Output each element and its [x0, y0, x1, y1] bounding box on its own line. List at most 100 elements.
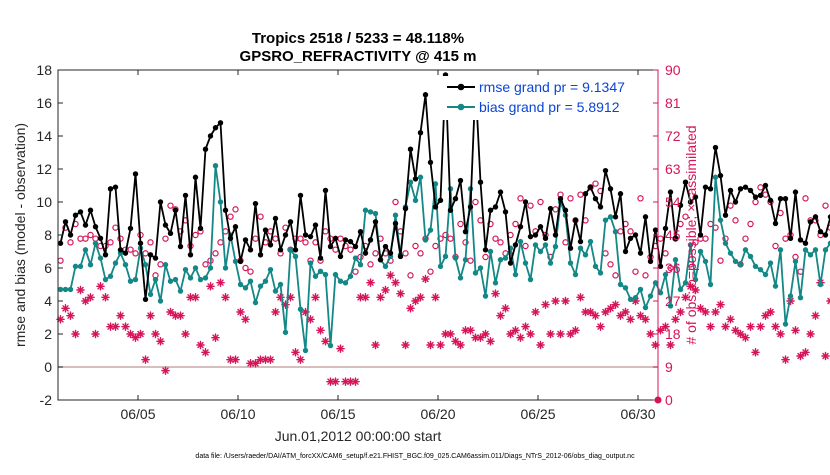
bias-point [243, 285, 248, 290]
rmse-point [528, 234, 533, 239]
rmse-point [533, 232, 538, 237]
bias-point [128, 279, 133, 284]
bias-point [148, 292, 153, 297]
y-tick-label-right: 90 [665, 62, 681, 78]
rmse-point [248, 247, 253, 252]
bias-point [453, 255, 458, 260]
rmse-point [153, 255, 158, 260]
y-tick-label-right: 54 [665, 194, 681, 210]
rmse-point [183, 193, 188, 198]
rmse-point [638, 250, 643, 255]
assimilated-obs-point [207, 283, 214, 290]
bias-point [808, 252, 813, 257]
bias-point [173, 277, 178, 282]
rmse-point [88, 208, 93, 213]
bias-point [343, 280, 348, 285]
assimilated-obs-point [397, 290, 404, 297]
bias-point [648, 293, 653, 298]
assimilated-obs-point [167, 308, 174, 315]
y-tick-label-right: 63 [665, 161, 681, 177]
assimilated-obs-point [362, 294, 369, 301]
rmse-point [518, 224, 523, 229]
bias-point [758, 267, 763, 272]
y-tick-label-left: 2 [44, 326, 52, 342]
rmse-point [633, 232, 638, 237]
rmse-point [353, 244, 358, 249]
bias-point [108, 274, 113, 279]
bias-point [528, 277, 533, 282]
assimilated-obs-point [577, 294, 584, 301]
rmse-point [733, 199, 738, 204]
bias-point [428, 227, 433, 232]
rmse-point [303, 232, 308, 237]
assimilated-obs-point [197, 341, 204, 348]
bias-point [218, 199, 223, 204]
assimilated-obs-point [517, 334, 524, 341]
bias-point [178, 288, 183, 293]
bias-point [203, 275, 208, 280]
rmse-point [73, 213, 78, 218]
rmse-point [653, 227, 658, 232]
bias-point [738, 262, 743, 267]
bias-point [383, 264, 388, 269]
assimilated-obs-point [717, 301, 724, 308]
rmse-point [158, 199, 163, 204]
bias-point [348, 274, 353, 279]
assimilated-obs-point [97, 283, 104, 290]
assimilated-obs-point [212, 334, 219, 341]
rmse-point [538, 224, 543, 229]
rmse-point [288, 219, 293, 224]
assimilated-obs-point [612, 301, 619, 308]
rmse-point [188, 252, 193, 257]
bias-point [213, 163, 218, 168]
assimilated-obs-point [407, 305, 414, 312]
rmse-point [428, 160, 433, 165]
x-tick-label: 06/30 [620, 406, 655, 422]
assimilated-obs-point [427, 341, 434, 348]
rmse-point [433, 204, 438, 209]
assimilated-obs-point [562, 297, 569, 304]
rmse-point [203, 147, 208, 152]
bias-point [373, 211, 378, 216]
bias-point [393, 213, 398, 218]
bias-point [83, 247, 88, 252]
rmse-point [193, 175, 198, 180]
rmse-point [793, 189, 798, 194]
assimilated-obs-point [222, 294, 229, 301]
bias-point [553, 244, 558, 249]
assimilated-obs-point [242, 316, 249, 323]
rmse-point [753, 194, 758, 199]
bias-point [368, 209, 373, 214]
bias-point [653, 280, 658, 285]
rmse-point [83, 222, 88, 227]
assimilated-obs-point [742, 334, 749, 341]
y-tick-label-left: 16 [36, 95, 52, 111]
assimilated-obs-point [312, 294, 319, 301]
rmse-point [623, 249, 628, 254]
rmse-point [448, 208, 453, 213]
rmse-point [718, 173, 723, 178]
rmse-point [783, 196, 788, 201]
bias-point [133, 277, 138, 282]
bias-point [93, 241, 98, 246]
bias-point [773, 283, 778, 288]
assimilated-obs-point [292, 349, 299, 356]
assimilated-obs-point [82, 297, 89, 304]
bias-point [68, 287, 73, 292]
assimilated-obs-point [627, 316, 634, 323]
rmse-point [553, 232, 558, 237]
assimilated-obs-point [337, 345, 344, 352]
bias-point [58, 287, 63, 292]
rmse-point [548, 206, 553, 211]
rmse-point [218, 120, 223, 125]
rmse-point [723, 213, 728, 218]
y-tick-label-left: 14 [36, 128, 52, 144]
assimilated-obs-point [322, 338, 329, 345]
bias-point [768, 260, 773, 265]
assimilated-obs-point [412, 297, 419, 304]
rmse-point [233, 224, 238, 229]
assimilated-obs-point [437, 341, 444, 348]
bias-point [748, 254, 753, 259]
rmse-point [643, 214, 648, 219]
bias-point [73, 264, 78, 269]
